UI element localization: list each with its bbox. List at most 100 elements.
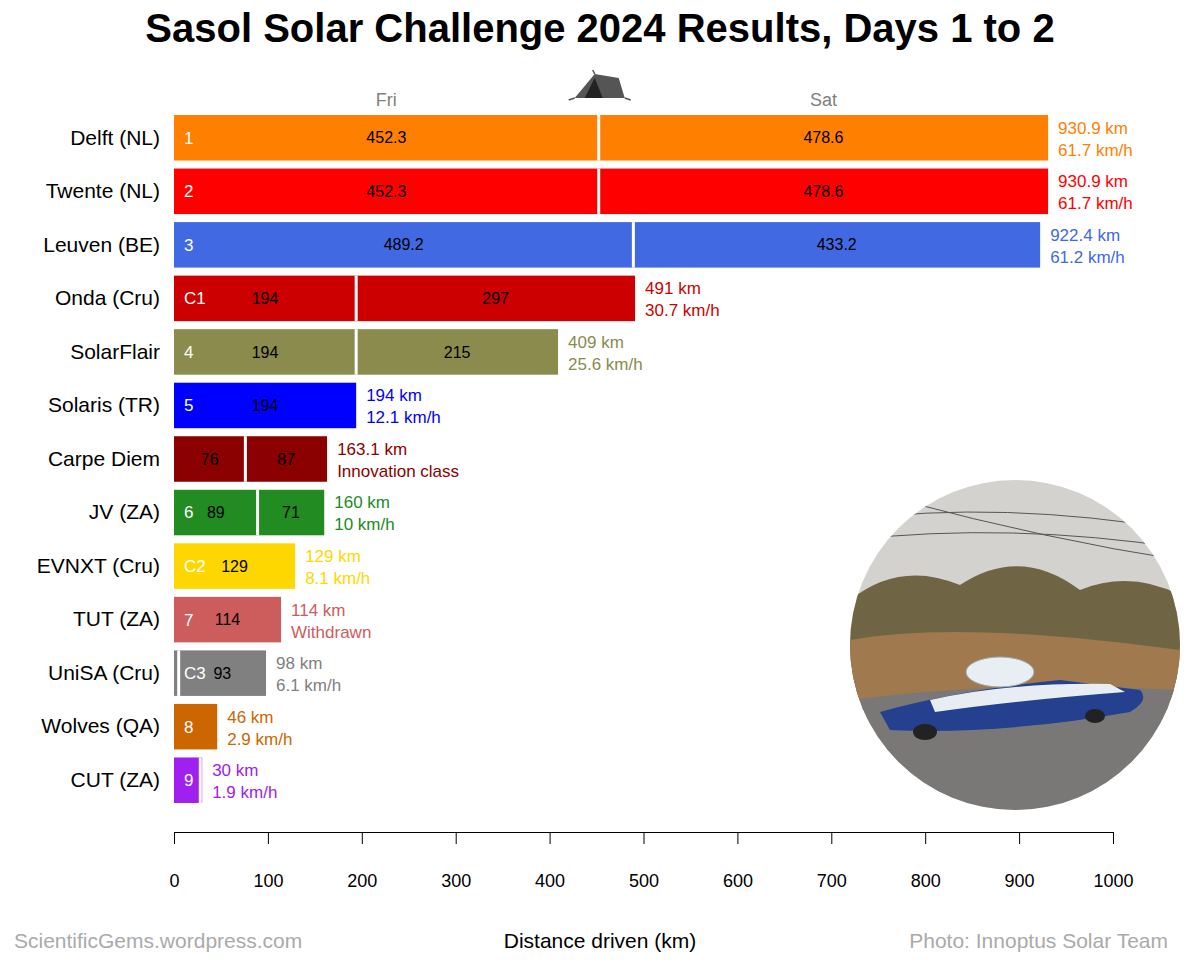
y-tick: Onda (Cru) bbox=[55, 286, 160, 309]
x-tick-mark bbox=[550, 832, 551, 844]
x-tick: 100 bbox=[253, 832, 283, 891]
y-tick: Carpe Diem bbox=[48, 447, 160, 470]
x-tick-mark bbox=[362, 832, 363, 844]
x-axis: 0 100 200 300 400 500 600 700 800 900 1000 bbox=[169, 832, 1133, 891]
photo bbox=[850, 480, 1180, 810]
y-tick: Twente (NL) bbox=[46, 179, 160, 202]
total-label: 930.9 km bbox=[1058, 119, 1128, 138]
x-tick: 0 bbox=[169, 832, 179, 891]
total-label: 922.4 km bbox=[1050, 226, 1120, 245]
data-label: 478.6 bbox=[803, 183, 843, 200]
y-tick-label: Onda (Cru) bbox=[55, 286, 160, 309]
y-tick: Wolves (QA) bbox=[41, 714, 160, 737]
y-tick: Delft (NL) bbox=[70, 125, 160, 148]
note-label: 1.9 km/h bbox=[212, 783, 277, 802]
x-tick: 800 bbox=[911, 832, 941, 891]
rank-label: 3 bbox=[184, 236, 193, 255]
y-tick-label: Solaris (TR) bbox=[48, 393, 160, 416]
x-tick: 500 bbox=[629, 832, 659, 891]
bar-segment bbox=[356, 276, 635, 322]
bar-segment bbox=[599, 115, 1048, 161]
x-tick: 400 bbox=[535, 832, 565, 891]
rank-label: 8 bbox=[184, 718, 193, 737]
day-separator bbox=[355, 329, 358, 375]
bar-segment bbox=[356, 329, 558, 375]
y-tick-label: SolarFlair bbox=[70, 340, 160, 363]
total-label: 930.9 km bbox=[1058, 172, 1128, 191]
chart: Sasol Solar Challenge 2024 Results, Days… bbox=[0, 0, 1200, 960]
total-label: 160 km bbox=[334, 493, 390, 512]
tent-door bbox=[585, 78, 603, 98]
x-tick-mark bbox=[456, 832, 457, 844]
rank-label: 6 bbox=[184, 503, 193, 522]
bar-segment bbox=[174, 383, 356, 429]
total-label: 46 km bbox=[227, 708, 273, 727]
bar-segment bbox=[174, 436, 245, 482]
day-separator bbox=[632, 222, 635, 268]
y-axis: Delft (NL) Twente (NL) Leuven (BE) Onda (Cr… bbox=[37, 125, 160, 790]
rank-label: 9 bbox=[184, 771, 193, 790]
title: Sasol Solar Challenge 2024 Results, Days… bbox=[145, 6, 1054, 50]
day-separator bbox=[597, 115, 600, 161]
bar-segment bbox=[174, 276, 356, 322]
x-tick-label: 600 bbox=[723, 871, 753, 891]
data-label: 71 bbox=[282, 504, 300, 521]
x-tick-label: 1000 bbox=[1093, 871, 1133, 891]
note-label: 61.7 km/h bbox=[1058, 141, 1133, 160]
photo-car bbox=[880, 680, 1143, 731]
note-label: 61.7 km/h bbox=[1058, 194, 1133, 213]
note-label: 6.1 km/h bbox=[276, 676, 341, 695]
note-label: 30.7 km/h bbox=[645, 301, 720, 320]
y-tick-label: Delft (NL) bbox=[70, 125, 160, 148]
y-tick: EVNXT (Cru) bbox=[37, 554, 160, 577]
bar-segment bbox=[245, 436, 327, 482]
x-tick-label: 500 bbox=[629, 871, 659, 891]
x-tick-label: 300 bbox=[441, 871, 471, 891]
data-label: 93 bbox=[213, 665, 231, 682]
data-label: 194 bbox=[252, 344, 279, 361]
note-label: 10 km/h bbox=[334, 515, 394, 534]
tent-body bbox=[575, 74, 625, 98]
note-label: Withdrawn bbox=[291, 623, 371, 642]
x-tick-mark bbox=[644, 832, 645, 844]
data-label: 194 bbox=[252, 397, 279, 414]
y-tick-label: UniSA (Cru) bbox=[48, 661, 160, 684]
bar-segment bbox=[174, 222, 633, 268]
day-separator bbox=[355, 276, 358, 322]
credit-left: ScientificGems.wordpress.com bbox=[14, 929, 302, 952]
credit-right: Photo: Innoptus Solar Team bbox=[909, 929, 1168, 952]
x-tick: 200 bbox=[347, 832, 377, 891]
day-label: Fri bbox=[376, 90, 397, 110]
y-tick-label: TUT (ZA) bbox=[73, 607, 160, 630]
x-tick-mark bbox=[925, 832, 926, 844]
rank-label: 4 bbox=[184, 343, 193, 362]
rank-label: C2 bbox=[184, 557, 206, 576]
bar-segment bbox=[258, 490, 325, 536]
y-tick: TUT (ZA) bbox=[73, 607, 160, 630]
y-tick-label: Leuven (BE) bbox=[43, 233, 160, 256]
rank-label: C3 bbox=[184, 664, 206, 683]
photo-wheel bbox=[1085, 709, 1105, 723]
note-label: 12.1 km/h bbox=[366, 408, 441, 427]
x-tick-label: 100 bbox=[253, 871, 283, 891]
data-label: 89 bbox=[207, 504, 225, 521]
data-label: 129 bbox=[221, 558, 248, 575]
bar-segment bbox=[174, 169, 599, 215]
x-tick: 700 bbox=[817, 832, 847, 891]
y-tick-label: CUT (ZA) bbox=[71, 768, 160, 791]
bar-segment bbox=[200, 757, 202, 803]
rank-label: C1 bbox=[184, 289, 206, 308]
total-label: 163.1 km bbox=[337, 440, 407, 459]
data-label: 478.6 bbox=[803, 129, 843, 146]
data-label: 194 bbox=[252, 290, 279, 307]
rank-label: 7 bbox=[184, 611, 193, 630]
total-label: 409 km bbox=[568, 333, 624, 352]
bar-segment bbox=[174, 597, 281, 643]
day-separator bbox=[256, 490, 259, 536]
rank-label: 5 bbox=[184, 396, 193, 415]
y-tick: UniSA (Cru) bbox=[48, 661, 160, 684]
data-label: 87 bbox=[277, 451, 295, 468]
bar-segment bbox=[174, 490, 258, 536]
x-tick-label: 0 bbox=[169, 871, 179, 891]
x-tick: 900 bbox=[1005, 832, 1035, 891]
